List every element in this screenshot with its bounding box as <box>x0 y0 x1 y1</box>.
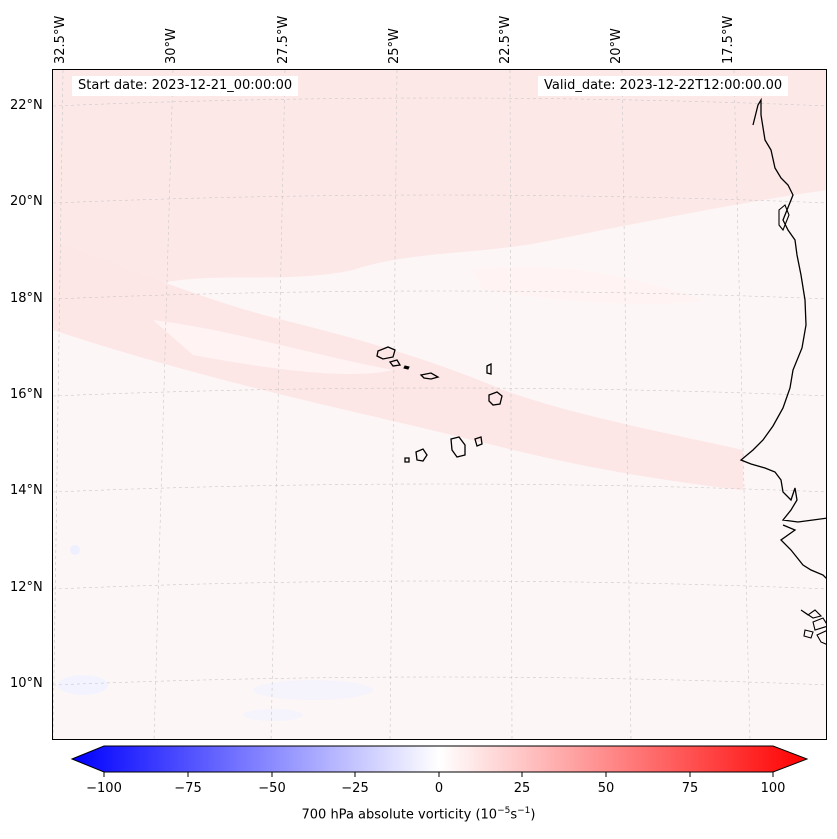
colorbar-tick-25: 25 <box>513 781 531 796</box>
lat-label-22n: 22°N <box>10 98 43 113</box>
colorbar-label-close: ) <box>530 807 536 823</box>
lat-label-12n: 12°N <box>10 580 43 595</box>
weak-negative-patch-2 <box>253 680 373 700</box>
colorbar-tick-75: 75 <box>681 781 699 796</box>
weak-negative-patch-3 <box>243 709 303 721</box>
colorbar-tick-minus50: −50 <box>258 781 286 796</box>
maio-island <box>474 436 483 447</box>
valid-date-label: Valid_date: 2023-12-22T12:00:00.00 <box>538 76 789 96</box>
colorbar-label-exp2: −1 <box>517 806 531 816</box>
lat-label-20n: 20°N <box>10 194 43 209</box>
colorbar-tick-minus25: −25 <box>341 781 369 796</box>
lon-label-25w: 25°W <box>387 28 402 64</box>
boa-vista-island <box>488 391 503 406</box>
santo-antao-island <box>376 346 396 360</box>
lon-label-20w: 20°W <box>609 28 624 64</box>
colorbar-tick-marks <box>103 772 774 777</box>
colorbar-tick-minus75: −75 <box>174 781 202 796</box>
weak-vorticity-streak-2 <box>473 266 703 305</box>
lat-label-18n: 18°N <box>10 291 43 306</box>
lon-label-27-5w: 27.5°W <box>276 15 291 64</box>
colorbar-tick-50: 50 <box>597 781 615 796</box>
colorbar-label-text: 700 hPa absolute vorticity (10 <box>301 807 498 823</box>
graticule <box>53 70 826 739</box>
lon-label-32-5w: 32.5°W <box>53 15 68 64</box>
africa-coastline <box>739 97 826 523</box>
map-panel <box>52 69 827 740</box>
coastal-island-3 <box>803 629 814 639</box>
colorbar-gradient <box>70 745 809 773</box>
colorbar-label-unit: s <box>510 807 518 823</box>
colorbar-tick-0: 0 <box>434 781 444 796</box>
lat-label-10n: 10°N <box>10 676 43 691</box>
colorbar-label: 700 hPa absolute vorticity (10−5s−1) <box>0 806 837 822</box>
lon-label-30w: 30°W <box>164 28 179 64</box>
weak-negative-patch-1 <box>58 675 108 695</box>
colorbar <box>70 745 809 777</box>
santa-luzia-island <box>403 365 410 370</box>
fogo-island <box>415 448 428 462</box>
colorbar-tick-minus100: −100 <box>86 781 122 796</box>
guinea-coastline <box>779 524 826 579</box>
sal-island <box>486 362 492 375</box>
brava-island <box>404 457 410 463</box>
lon-label-22-5w: 22.5°W <box>498 15 513 64</box>
banc-arguin-island <box>778 204 790 232</box>
colorbar-label-exp1: −5 <box>497 806 511 816</box>
coastal-island-2 <box>812 617 826 631</box>
weak-vorticity-streak <box>153 320 393 375</box>
colorbar-tick-100: 100 <box>760 781 786 796</box>
lon-label-17-5w: 17.5°W <box>721 15 736 64</box>
vorticity-field-map <box>53 70 826 739</box>
positive-vorticity-band-north <box>53 70 826 310</box>
lat-label-16n: 16°N <box>10 387 43 402</box>
coastal-island-4 <box>816 630 826 645</box>
sao-nicolau-island <box>419 372 440 380</box>
lat-label-14n: 14°N <box>10 483 43 498</box>
start-date-label: Start date: 2023-12-21_00:00:00 <box>72 76 299 96</box>
sao-vicente-island <box>388 359 402 367</box>
santiago-island <box>450 436 466 458</box>
weak-negative-patch-4 <box>70 545 80 555</box>
bijagos-island <box>800 609 823 619</box>
